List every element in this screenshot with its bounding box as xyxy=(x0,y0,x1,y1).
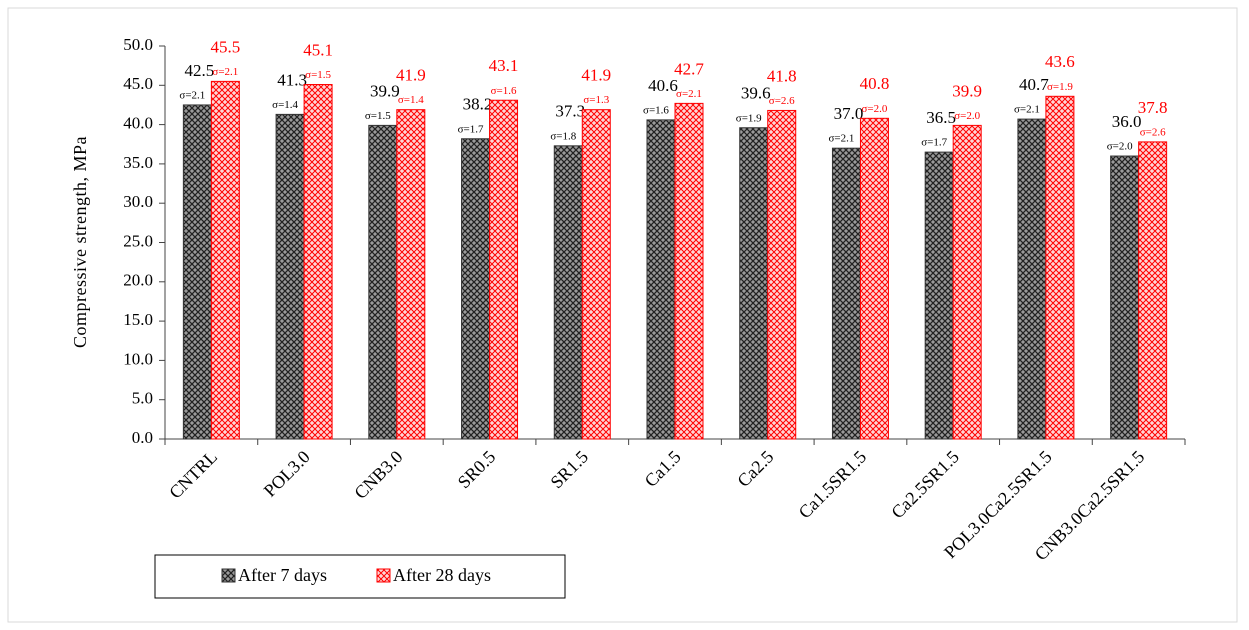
bar xyxy=(368,124,398,440)
y-axis-label: Compressive strength, MPa xyxy=(70,136,90,348)
y-tick-label: 50.0 xyxy=(123,35,153,54)
sigma-label: σ=2.0 xyxy=(954,110,980,122)
legend-swatch xyxy=(221,568,236,583)
legend-label: After 7 days xyxy=(238,565,327,585)
value-label: 41.9 xyxy=(581,66,611,85)
value-label: 42.7 xyxy=(674,59,704,78)
sigma-label: σ=1.3 xyxy=(583,94,609,106)
value-label: 39.6 xyxy=(741,84,771,103)
x-tick-label: CNTRL xyxy=(165,447,221,503)
sigma-label: σ=1.4 xyxy=(398,94,424,106)
sigma-label: σ=1.9 xyxy=(736,112,762,124)
sigma-label: σ=1.7 xyxy=(921,137,947,149)
value-label: 41.8 xyxy=(767,66,797,85)
value-label: 43.1 xyxy=(489,56,519,75)
y-tick-label: 0.0 xyxy=(132,428,153,447)
sigma-label: σ=2.1 xyxy=(676,88,702,100)
bar xyxy=(739,127,769,440)
value-label: 45.1 xyxy=(303,40,333,59)
x-tick-label: Ca1.5 xyxy=(641,447,685,491)
y-tick-label: 10.0 xyxy=(123,349,153,368)
value-label: 37.0 xyxy=(834,104,864,123)
y-tick-label: 45.0 xyxy=(123,74,153,93)
sigma-label: σ=2.0 xyxy=(862,103,888,115)
sigma-label: σ=2.6 xyxy=(1140,126,1166,138)
bar xyxy=(1110,155,1140,440)
sigma-label: σ=1.5 xyxy=(305,69,331,81)
x-tick-label: Ca1.5SR1.5 xyxy=(795,447,871,523)
sigma-label: σ=1.6 xyxy=(491,85,517,97)
value-label: 39.9 xyxy=(370,81,400,100)
value-label: 40.6 xyxy=(648,76,678,95)
bar xyxy=(581,109,611,440)
value-label: 37.8 xyxy=(1138,98,1168,117)
value-label: 38.2 xyxy=(463,95,493,114)
bar xyxy=(275,113,305,440)
y-tick-label: 35.0 xyxy=(123,153,153,172)
legend-label: After 28 days xyxy=(393,565,491,585)
bar xyxy=(767,109,797,440)
legend-swatch xyxy=(376,568,391,583)
sigma-label: σ=2.0 xyxy=(1107,141,1133,153)
sigma-label: σ=2.1 xyxy=(829,133,855,145)
sigma-label: σ=1.4 xyxy=(272,99,298,111)
chart-border xyxy=(7,7,1238,623)
x-tick-label: SR1.5 xyxy=(546,447,592,493)
y-tick-label: 40.0 xyxy=(123,114,153,133)
x-tick-label: Ca2.5SR1.5 xyxy=(887,447,963,523)
bar xyxy=(396,109,426,440)
value-label: 36.0 xyxy=(1112,112,1142,131)
bar xyxy=(646,119,676,440)
value-label: 40.8 xyxy=(860,74,890,93)
sigma-label: σ=2.1 xyxy=(212,66,238,78)
bar xyxy=(489,99,519,440)
y-tick-label: 5.0 xyxy=(132,389,153,408)
value-label: 41.9 xyxy=(396,66,426,85)
y-tick-label: 15.0 xyxy=(123,310,153,329)
bar xyxy=(1138,141,1168,440)
bar xyxy=(182,104,212,440)
bar xyxy=(303,84,333,440)
sigma-label: σ=2.6 xyxy=(769,95,795,107)
bar xyxy=(831,147,861,440)
sigma-label: σ=1.5 xyxy=(365,110,391,122)
x-tick-label: Ca2.5 xyxy=(733,447,777,491)
x-tick-label: POL3.0 xyxy=(260,447,314,501)
bar xyxy=(553,145,583,440)
sigma-label: σ=2.1 xyxy=(179,89,205,101)
x-tick-label: CNB3.0 xyxy=(350,447,406,503)
value-label: 36.5 xyxy=(926,108,956,127)
value-label: 40.7 xyxy=(1019,75,1049,94)
x-tick-label: SR0.5 xyxy=(454,447,500,493)
y-tick-label: 20.0 xyxy=(123,271,153,290)
legend-box xyxy=(154,554,566,599)
sigma-label: σ=1.8 xyxy=(550,130,576,142)
bar xyxy=(1045,95,1075,440)
bar xyxy=(461,138,491,440)
value-label: 45.5 xyxy=(210,37,240,56)
bar xyxy=(1017,118,1047,440)
y-tick-label: 30.0 xyxy=(123,192,153,211)
bar xyxy=(859,117,889,440)
sigma-label: σ=2.1 xyxy=(1014,104,1040,116)
value-label: 37.3 xyxy=(555,102,585,121)
bar xyxy=(952,124,982,440)
bar xyxy=(924,151,954,440)
bar xyxy=(674,102,704,440)
y-tick-label: 25.0 xyxy=(123,231,153,250)
value-label: 41.3 xyxy=(277,70,307,89)
sigma-label: σ=1.7 xyxy=(458,123,484,135)
sigma-label: σ=1.9 xyxy=(1047,81,1073,93)
value-label: 43.6 xyxy=(1045,52,1075,71)
sigma-label: σ=1.6 xyxy=(643,104,669,116)
value-label: 39.9 xyxy=(952,81,982,100)
bar xyxy=(210,80,240,440)
value-label: 42.5 xyxy=(184,61,214,80)
